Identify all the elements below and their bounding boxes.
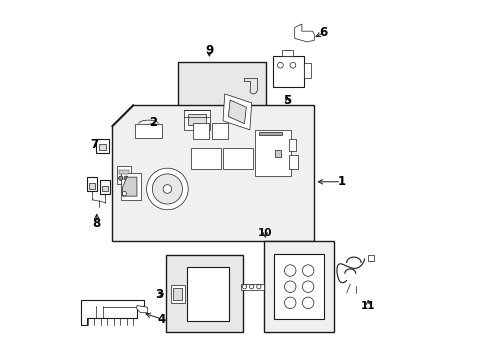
Polygon shape <box>223 94 251 130</box>
Polygon shape <box>294 24 314 42</box>
Polygon shape <box>137 306 147 313</box>
Text: 3: 3 <box>155 288 163 301</box>
Polygon shape <box>112 105 314 241</box>
Circle shape <box>302 281 313 292</box>
Circle shape <box>284 265 295 276</box>
Bar <box>187 114 206 126</box>
Bar <box>178 62 265 160</box>
Circle shape <box>277 62 283 68</box>
Polygon shape <box>228 100 246 124</box>
Circle shape <box>302 265 313 276</box>
Circle shape <box>302 297 313 309</box>
Bar <box>119 170 129 174</box>
Polygon shape <box>122 177 137 196</box>
Circle shape <box>284 281 295 292</box>
Bar <box>289 155 298 169</box>
Bar <box>89 183 95 189</box>
Bar <box>289 139 296 151</box>
Bar <box>187 267 228 321</box>
Bar <box>367 255 373 261</box>
Bar <box>274 255 324 319</box>
Text: 2: 2 <box>149 116 157 129</box>
Circle shape <box>284 297 295 309</box>
Bar <box>258 132 282 135</box>
Bar <box>183 110 210 130</box>
Bar <box>274 150 281 157</box>
Text: 8: 8 <box>92 216 101 230</box>
Circle shape <box>122 192 126 196</box>
Text: 11: 11 <box>360 301 375 311</box>
Polygon shape <box>173 288 182 300</box>
Circle shape <box>242 284 246 289</box>
Text: 4: 4 <box>158 312 166 326</box>
Circle shape <box>163 185 171 193</box>
Bar <box>255 130 290 176</box>
Bar <box>117 166 131 184</box>
Bar <box>99 144 106 150</box>
Circle shape <box>152 174 182 204</box>
Bar <box>264 241 333 332</box>
Bar <box>121 173 140 200</box>
Bar <box>171 285 184 303</box>
Bar <box>223 148 253 169</box>
Circle shape <box>289 62 295 68</box>
Bar <box>96 139 109 153</box>
Text: 1: 1 <box>337 175 345 188</box>
Bar <box>87 177 97 191</box>
Circle shape <box>119 176 122 180</box>
Bar <box>282 50 292 56</box>
Bar <box>102 186 108 192</box>
Bar <box>100 180 110 194</box>
Text: 9: 9 <box>205 44 213 57</box>
Text: 10: 10 <box>258 228 272 238</box>
Bar <box>135 124 162 138</box>
Circle shape <box>249 284 253 289</box>
Bar <box>192 123 208 139</box>
Circle shape <box>146 168 188 210</box>
Circle shape <box>124 176 128 180</box>
Bar <box>303 63 310 78</box>
Text: 7: 7 <box>90 138 99 150</box>
Bar <box>212 123 228 139</box>
Bar <box>273 56 303 87</box>
Polygon shape <box>81 300 144 325</box>
Bar <box>165 255 242 332</box>
Bar <box>241 284 264 290</box>
Bar <box>190 148 221 169</box>
Text: 5: 5 <box>283 94 291 107</box>
Text: 6: 6 <box>319 27 327 40</box>
Circle shape <box>256 284 261 289</box>
